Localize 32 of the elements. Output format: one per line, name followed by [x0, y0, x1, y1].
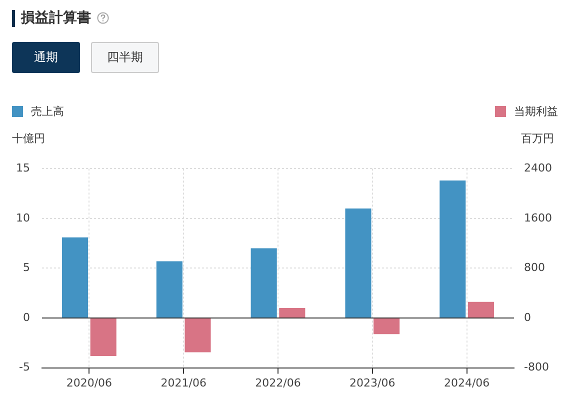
bar [184, 318, 211, 352]
bar [250, 248, 277, 318]
x-tick-label: 2022/06 [255, 376, 301, 390]
x-tick-label: 2023/06 [350, 376, 396, 390]
bar [345, 208, 372, 318]
x-tick-label: 2024/06 [444, 376, 490, 390]
bar [374, 318, 400, 334]
y-tick-label: 15 [16, 161, 30, 174]
bar [62, 237, 88, 318]
y-tick-label: -5 [19, 360, 30, 374]
chart-title: 損益計算書 [21, 9, 91, 27]
legend-label: 当期利益 [514, 104, 558, 119]
x-tick-label: 2020/06 [66, 376, 112, 390]
bar [156, 261, 182, 318]
x-tick-label: 2021/06 [160, 376, 206, 390]
y2-tick-label: 0 [524, 310, 532, 324]
bar [468, 302, 494, 318]
legend-label: 売上高 [31, 104, 64, 119]
y-tick-label: 5 [22, 261, 30, 274]
y2-axis-title: 百万円 [521, 131, 554, 146]
bar [279, 308, 306, 318]
y2-tick-label: 2400 [524, 161, 552, 174]
y2-tick-label: 1600 [524, 211, 552, 224]
bar [440, 180, 466, 318]
button: 通期 [12, 42, 80, 73]
y-tick-label: 0 [22, 310, 30, 324]
y-tick-label: 10 [16, 211, 30, 224]
y2-tick-label: 800 [524, 261, 546, 274]
y2-tick-label: -800 [524, 360, 549, 374]
bar [90, 318, 116, 356]
y-axis-title: 十億円 [12, 131, 45, 146]
button: 四半期 [91, 42, 159, 73]
